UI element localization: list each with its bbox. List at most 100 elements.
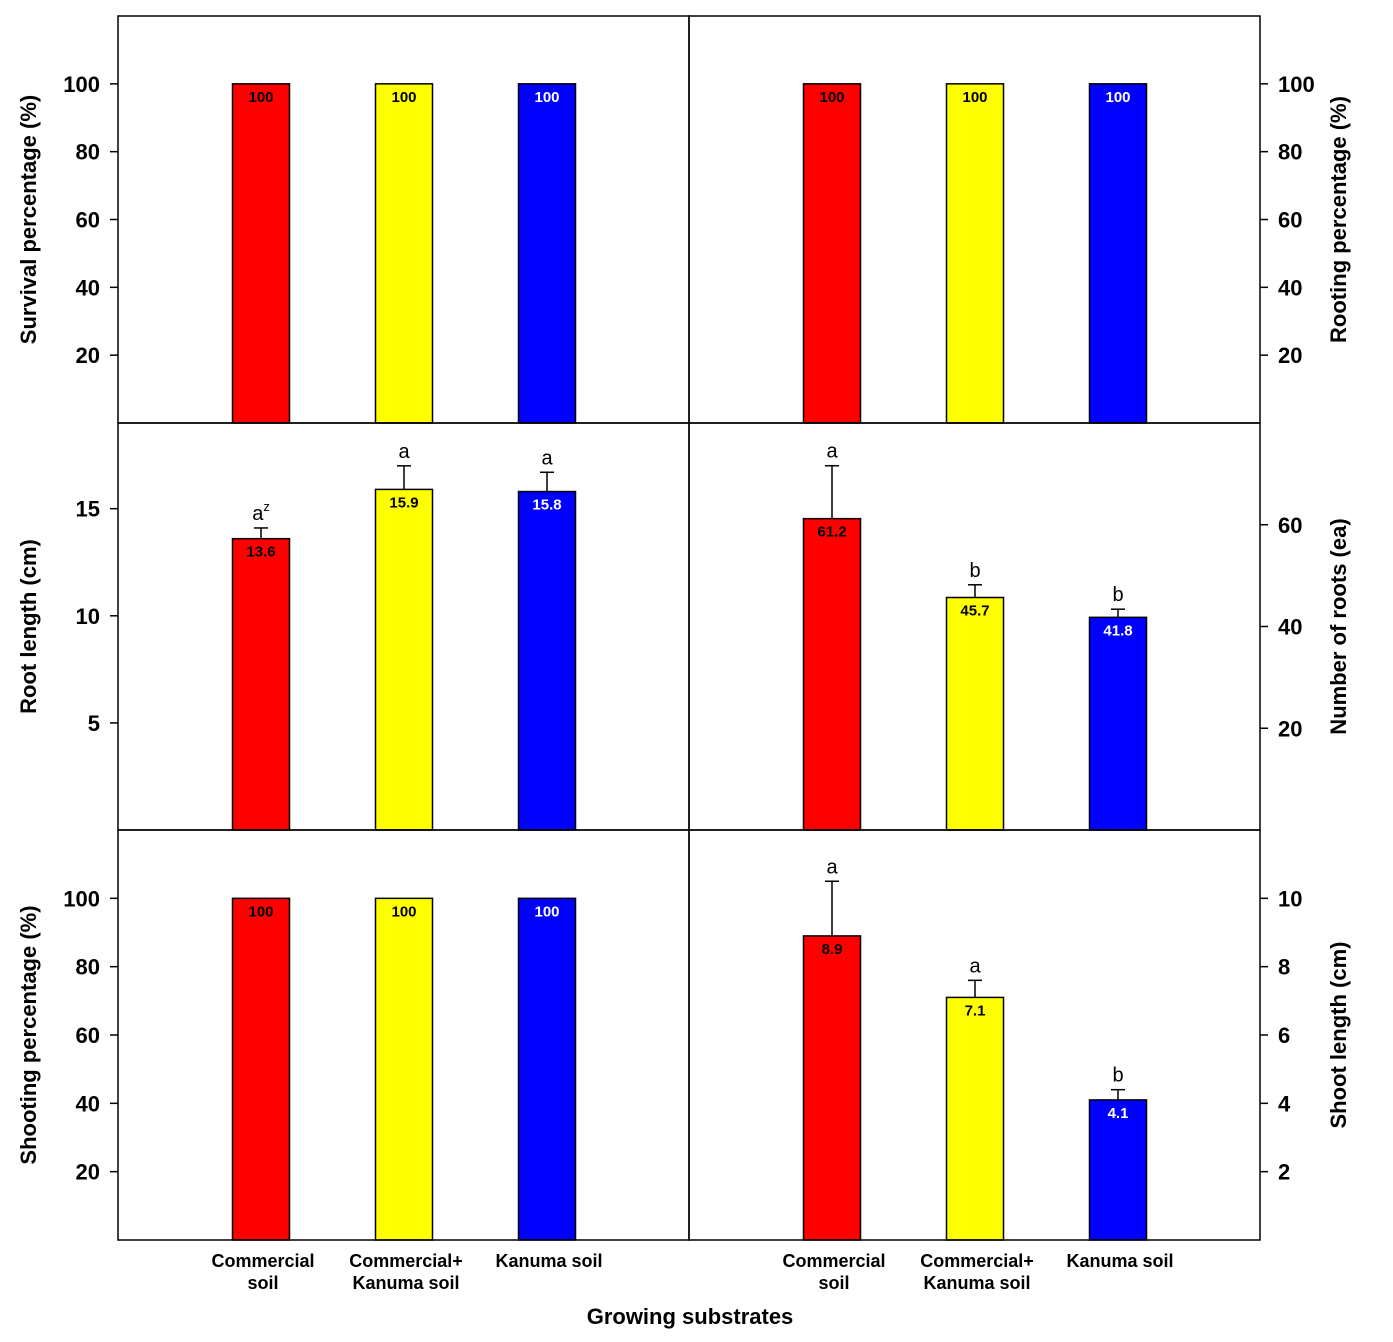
y-tick-label: 15 [76, 497, 100, 522]
y-tick-label: 8 [1278, 955, 1290, 980]
chart-panel-2: 20 40 60 80 100 Rooting percentage (%) 100 100 1… [688, 15, 1351, 424]
bar [231, 537, 291, 831]
y-tick-label: 80 [76, 955, 100, 980]
significance-letter: a [969, 955, 981, 977]
data-label: 13.6 [246, 544, 275, 561]
data-label: 15.9 [389, 494, 418, 511]
y-axis-title: Rooting percentage (%) [1326, 96, 1351, 343]
chart-panel-3: 5 10 15 Root length (cm) 13.6 az 15.9 a 15.8 a [16, 422, 690, 831]
bar [1088, 616, 1148, 831]
bar [374, 897, 434, 1241]
x-tick-label-line: soil [818, 1273, 849, 1293]
bar [517, 83, 577, 424]
y-tick-label: 40 [1278, 615, 1302, 640]
y-tick-label: 40 [76, 1091, 100, 1116]
data-label: 61.2 [817, 524, 846, 541]
data-label: 4.1 [1108, 1105, 1129, 1122]
y-axis-title: Number of roots (ea) [1326, 518, 1351, 734]
data-label: 100 [248, 89, 273, 106]
data-label: 45.7 [960, 603, 989, 620]
chart-panel-5: 20 40 60 80 100 Shooting percentage (%) 100 100… [16, 829, 690, 1293]
significance-letter: az [252, 499, 270, 525]
chart-panel-1: 20 40 60 80 100 Survival percentage (%) 100 100… [16, 15, 690, 424]
y-tick-label: 80 [1278, 140, 1302, 165]
y-tick-label: 20 [76, 1160, 100, 1185]
x-tick-label-line: Kanuma soil [495, 1251, 602, 1271]
x-tick-label-line: soil [247, 1273, 278, 1293]
y-tick-label: 80 [76, 140, 100, 165]
y-tick-label: 60 [76, 208, 100, 233]
significance-letter: b [1112, 1065, 1123, 1087]
significance-letter: a [826, 856, 838, 878]
y-tick-label: 60 [1278, 513, 1302, 538]
data-label: 8.9 [822, 941, 843, 958]
y-axis-title: Shooting percentage (%) [16, 905, 41, 1164]
significance-letter: a [826, 441, 838, 463]
data-label: 100 [391, 89, 416, 106]
x-tick-label: Commercial+ Kanuma soil [920, 1251, 1034, 1293]
y-tick-label: 100 [63, 886, 100, 911]
y-tick-label: 20 [1278, 716, 1302, 741]
y-tick-label: 4 [1278, 1091, 1291, 1116]
data-label: 7.1 [965, 1002, 986, 1019]
x-tick-label: Kanuma soil [495, 1251, 602, 1271]
bar [1088, 83, 1148, 424]
bar [945, 996, 1005, 1241]
y-tick-label: 60 [1278, 208, 1302, 233]
data-label: 15.8 [532, 497, 561, 514]
bar [945, 83, 1005, 424]
data-label: 100 [248, 903, 273, 920]
y-tick-label: 20 [1278, 343, 1302, 368]
y-tick-label: 6 [1278, 1023, 1290, 1048]
y-tick-label: 40 [1278, 275, 1302, 300]
y-tick-label: 100 [1278, 72, 1315, 97]
y-axis-title: Root length (cm) [16, 539, 41, 714]
x-tick-label: Commercial+ Kanuma soil [349, 1251, 463, 1293]
bar [802, 935, 862, 1241]
y-tick-label: 2 [1278, 1160, 1290, 1185]
bar [231, 897, 291, 1241]
y-axis-title: Shoot length (cm) [1326, 942, 1351, 1129]
data-label: 100 [1105, 89, 1130, 106]
significance-letter: a [541, 447, 553, 469]
significance-letter: a [398, 441, 410, 463]
bar [374, 83, 434, 424]
y-tick-label: 20 [76, 343, 100, 368]
y-tick-label: 100 [63, 72, 100, 97]
data-label: 100 [534, 903, 559, 920]
bar [374, 488, 434, 831]
x-tick-label: Kanuma soil [1066, 1251, 1173, 1271]
y-axis-title: Survival percentage (%) [16, 95, 41, 344]
x-tick-label: Commercial soil [782, 1251, 885, 1293]
x-tick-label-line: Commercial+ [349, 1251, 463, 1271]
bar [231, 83, 291, 424]
x-tick-label: Commercial soil [211, 1251, 314, 1293]
data-label: 100 [819, 89, 844, 106]
y-tick-label: 40 [76, 275, 100, 300]
data-label: 100 [391, 903, 416, 920]
significance-superscript: z [263, 499, 270, 514]
x-tick-label-line: Kanuma soil [923, 1273, 1030, 1293]
bar [517, 490, 577, 831]
x-tick-label-line: Commercial+ [920, 1251, 1034, 1271]
x-tick-label-line: Commercial [211, 1251, 314, 1271]
y-tick-label: 10 [1278, 886, 1302, 911]
data-label: 100 [534, 89, 559, 106]
y-tick-label: 5 [88, 711, 100, 736]
chart-panel-6: 2 4 6 8 10 Shoot length (cm) 8.9 a 7.1 a 4.1 b Comme… [688, 829, 1351, 1293]
chart-panel-4: 20 40 60 Number of roots (ea) 61.2 a 45.7 b 41.8… [688, 422, 1351, 831]
panel-frame [688, 829, 1261, 1241]
data-label: 41.8 [1103, 622, 1132, 639]
bar [945, 596, 1005, 831]
bar [517, 897, 577, 1241]
bar [1088, 1099, 1148, 1241]
bar [802, 83, 862, 424]
y-tick-label: 10 [76, 604, 100, 629]
panels-group: 20 40 60 80 100 Survival percentage (%) 100 100… [16, 15, 1351, 1293]
significance-letter: b [1112, 584, 1123, 606]
x-tick-label-line: Kanuma soil [1066, 1251, 1173, 1271]
x-tick-label-line: Commercial [782, 1251, 885, 1271]
significance-letter: b [969, 560, 980, 582]
x-axis-title: Growing substrates [587, 1304, 794, 1329]
